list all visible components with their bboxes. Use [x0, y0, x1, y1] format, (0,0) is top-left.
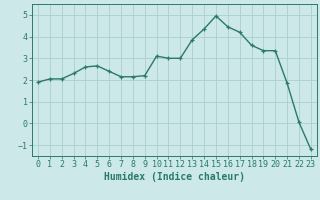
X-axis label: Humidex (Indice chaleur): Humidex (Indice chaleur): [104, 172, 245, 182]
